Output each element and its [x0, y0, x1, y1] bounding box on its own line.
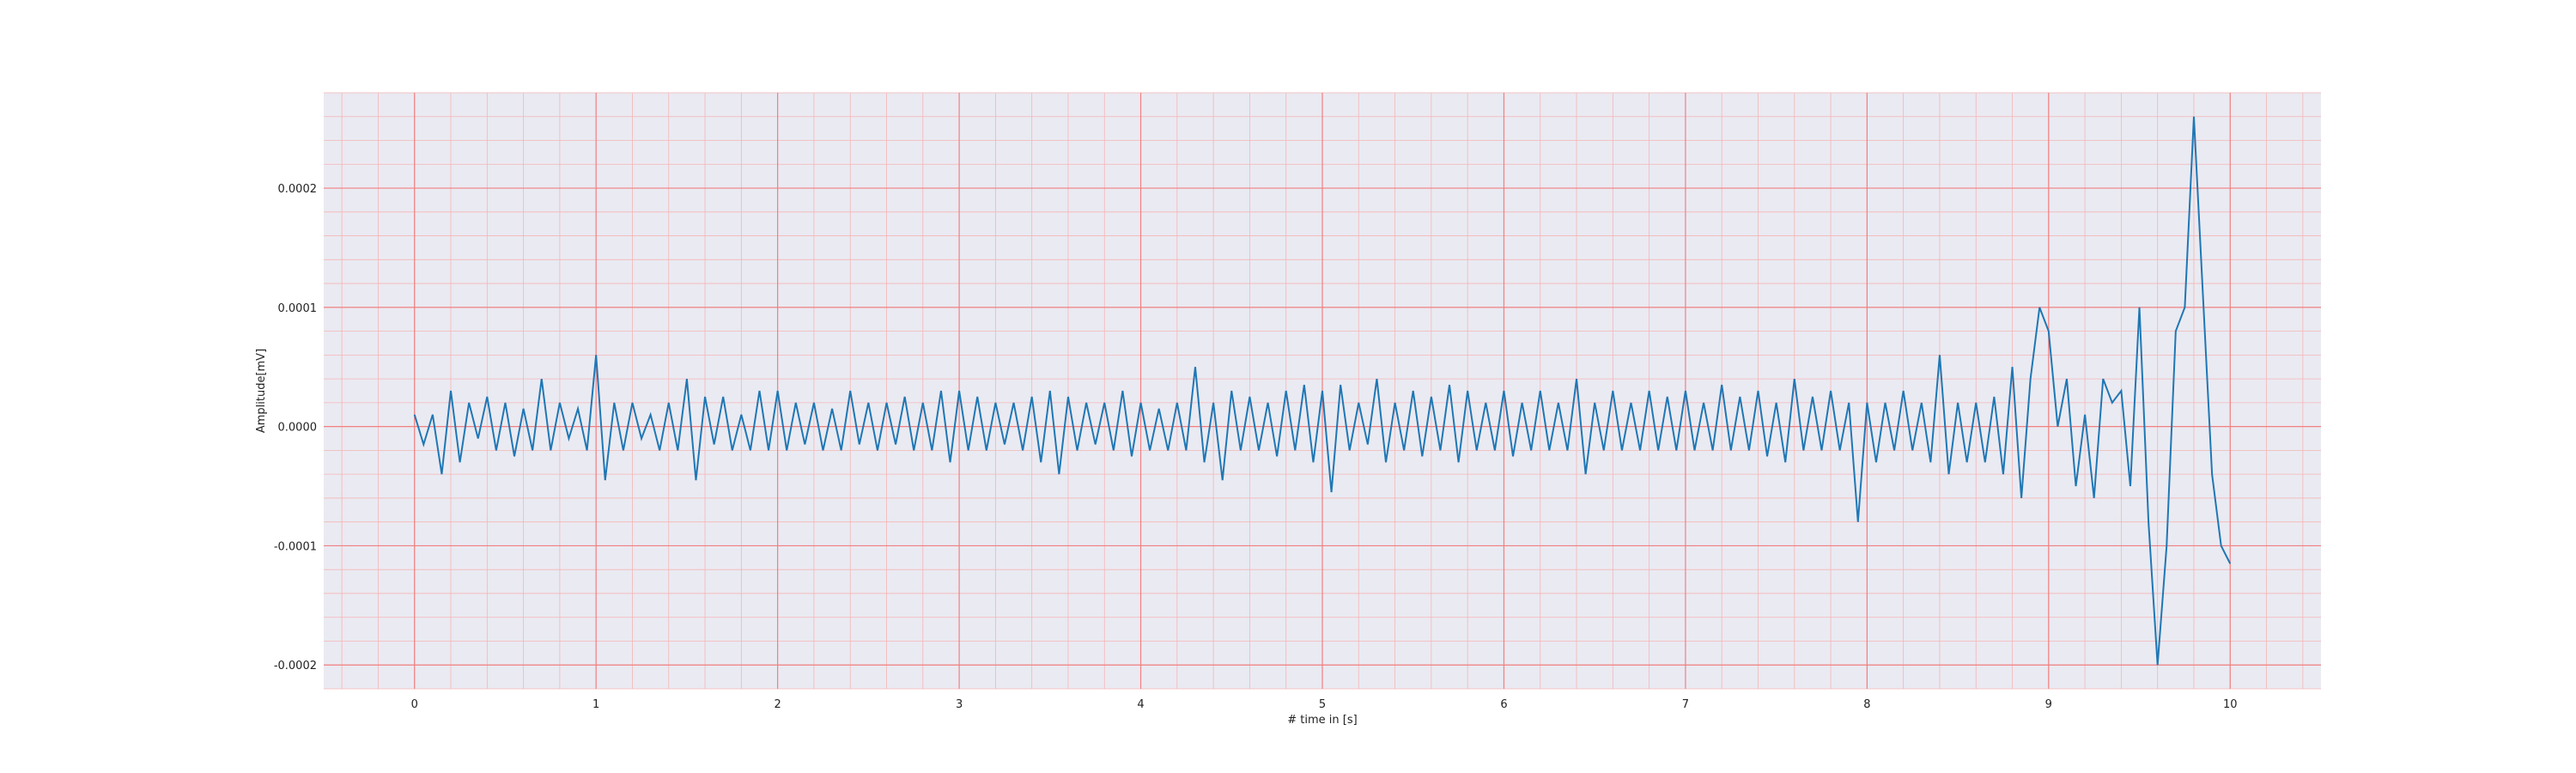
y-tick-label: -0.0002 [274, 660, 317, 673]
y-axis-ticks: -0.0002 -0.0001 0.0000 0.0001 0.0002 [274, 183, 317, 673]
x-tick-label: 1 [592, 698, 599, 711]
x-tick-label: 6 [1500, 698, 1507, 711]
x-tick-label: 4 [1137, 698, 1144, 711]
series-line [413, 116, 2232, 666]
y-axis-label: Amplitude[mV] [255, 349, 268, 433]
x-tick-label: 2 [774, 698, 781, 711]
x-tick-label: 0 [411, 698, 418, 711]
x-axis-ticks: 0 1 2 3 4 5 6 7 8 9 10 [411, 698, 2238, 711]
x-tick-label: 8 [1863, 698, 1870, 711]
x-tick-label: 9 [2045, 698, 2052, 711]
x-tick-label: 7 [1682, 698, 1689, 711]
x-axis-label: # time in [s] [1287, 714, 1357, 727]
y-tick-label: 0.0001 [278, 302, 318, 315]
x-tick-label: 3 [956, 698, 963, 711]
x-tick-label: 10 [2223, 698, 2238, 711]
y-tick-label: -0.0001 [274, 540, 317, 553]
y-tick-label: 0.0000 [278, 422, 318, 435]
y-tick-label: 0.0002 [278, 183, 318, 196]
x-tick-label: 5 [1319, 698, 1326, 711]
